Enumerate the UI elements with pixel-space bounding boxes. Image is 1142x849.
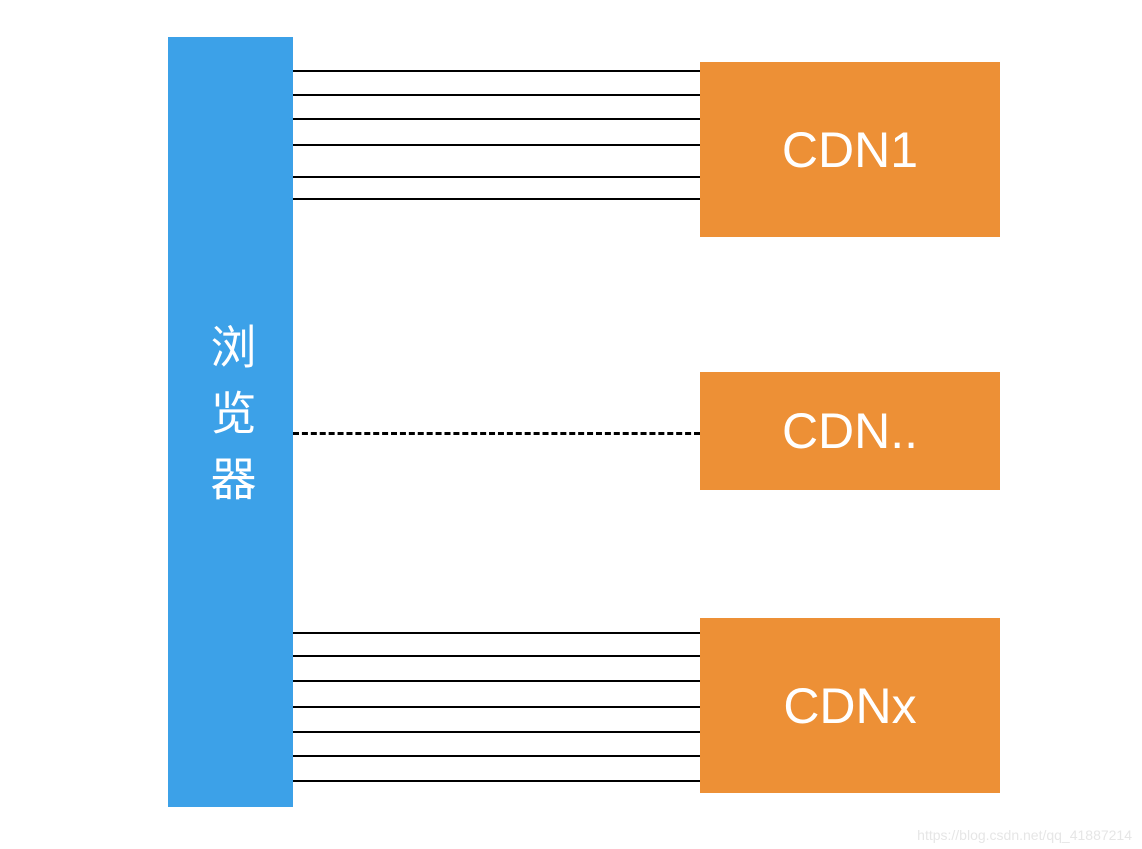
connection-line xyxy=(293,680,700,682)
browser-node: 浏览器 xyxy=(168,37,293,807)
cdn-diagram: 浏览器 CDN1 CDN.. CDNx https://blog.csdn.ne… xyxy=(0,0,1142,849)
connection-line xyxy=(293,176,700,178)
cdn-label: CDNx xyxy=(783,677,916,735)
connection-line xyxy=(293,118,700,120)
cdn-label: CDN1 xyxy=(782,121,918,179)
connection-line xyxy=(293,198,700,200)
connection-line xyxy=(293,780,700,782)
connection-line xyxy=(293,632,700,634)
connection-line xyxy=(293,755,700,757)
browser-label: 浏览器 xyxy=(198,323,264,521)
watermark-text: https://blog.csdn.net/qq_41887214 xyxy=(917,827,1132,843)
connection-line xyxy=(293,706,700,708)
cdn-node-mid: CDN.. xyxy=(700,372,1000,490)
cdn-node-1: CDN1 xyxy=(700,62,1000,237)
connection-line-dashed xyxy=(293,432,700,435)
connection-line xyxy=(293,731,700,733)
connection-line xyxy=(293,144,700,146)
connection-line xyxy=(293,94,700,96)
connection-line xyxy=(293,70,700,72)
cdn-label: CDN.. xyxy=(782,402,918,460)
connection-line xyxy=(293,655,700,657)
cdn-node-x: CDNx xyxy=(700,618,1000,793)
